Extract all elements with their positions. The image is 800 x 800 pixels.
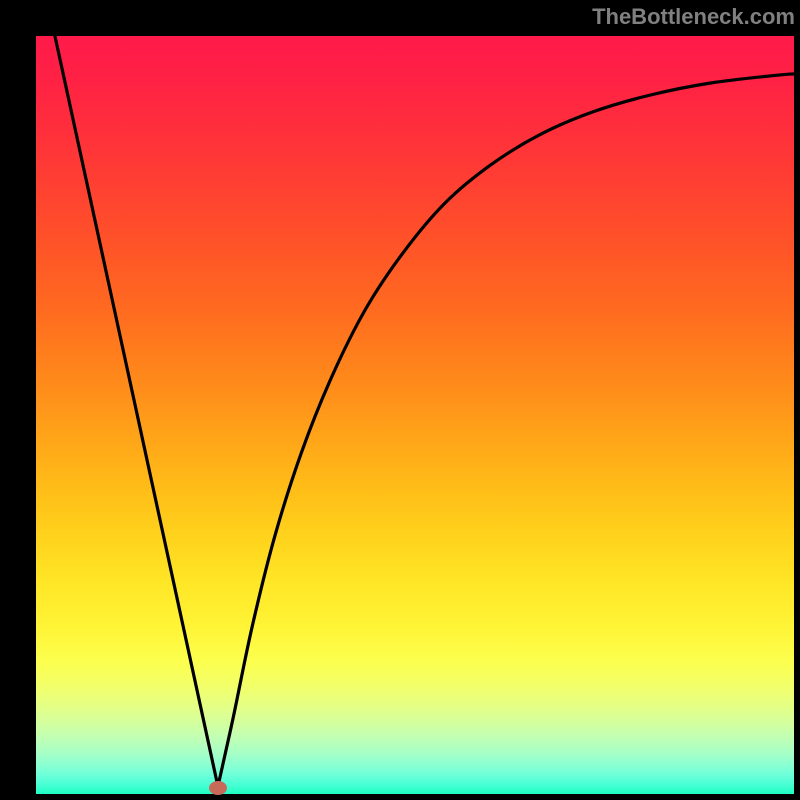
chart-container: TheBottleneck.com <box>0 0 800 800</box>
plot-area <box>36 36 794 794</box>
bottleneck-curve <box>36 36 794 794</box>
watermark-text: TheBottleneck.com <box>592 4 795 30</box>
optimal-point-marker <box>209 781 227 795</box>
